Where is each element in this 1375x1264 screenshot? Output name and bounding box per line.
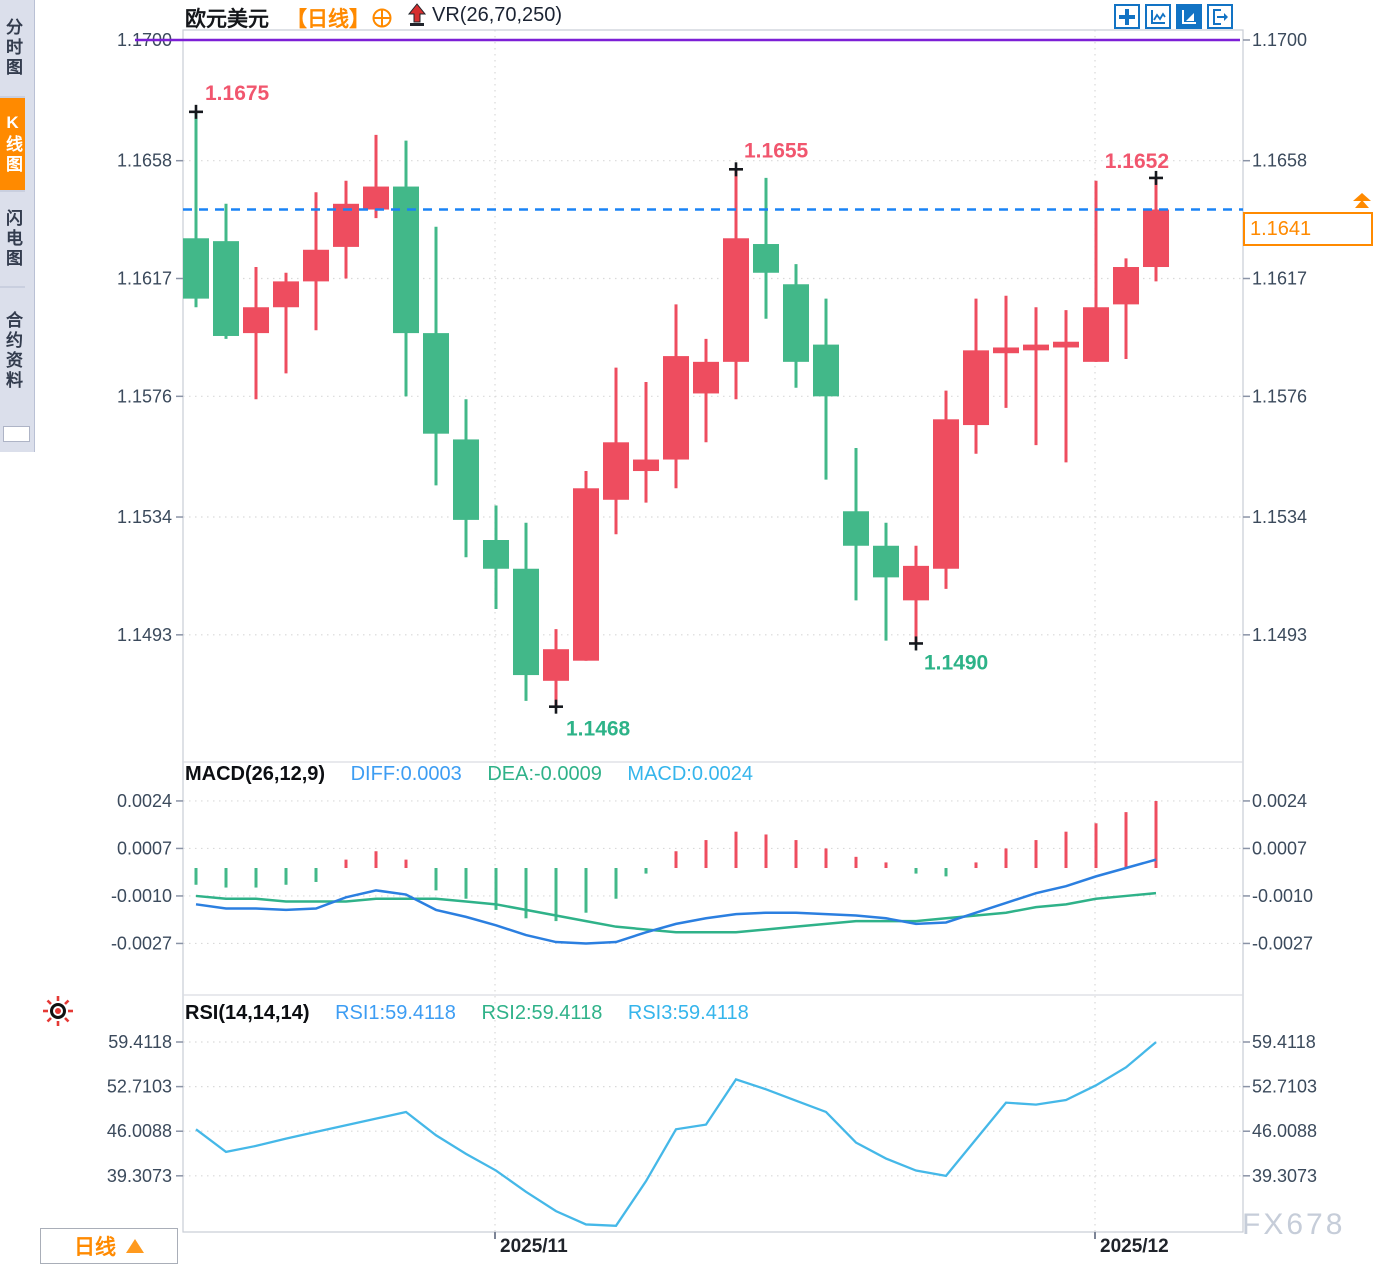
chart-toolbar (1114, 4, 1233, 29)
axis-tick-label-left: 1.1617 (117, 269, 172, 289)
axis-tick-label-left: 46.0088 (107, 1121, 172, 1141)
candles-layer (183, 111, 1169, 707)
up-triangle-icon (126, 1239, 144, 1253)
sidebar-tab-time-chart[interactable]: 分时图 (0, 0, 25, 98)
period-tag: 【日线】 (286, 8, 370, 31)
macd-title: MACD(26,12,9) (185, 763, 326, 785)
watermark: FX678 (1242, 1208, 1346, 1241)
red-up-arrow-icon[interactable] (406, 2, 428, 30)
axis-tick-label-right: 1.1700 (1252, 30, 1307, 50)
macd-layer (194, 800, 1158, 945)
x-axis-date-label: 2025/11 (500, 1236, 568, 1257)
sun-indicator-icon[interactable] (40, 993, 76, 1029)
axis-tick-label-left: 39.3073 (107, 1166, 172, 1186)
axis-tick-label-right: 0.0024 (1252, 791, 1307, 811)
axis-tick-label-right: 1.1576 (1252, 386, 1307, 406)
rsi-header: RSI(14,14,14) RSI1:59.4118 RSI2:59.4118 … (185, 1002, 769, 1025)
axis-scale-icon[interactable] (1145, 4, 1171, 29)
axis-tick-label-left: 0.0007 (117, 838, 172, 858)
price-extreme-label: 1.1490 (924, 651, 988, 674)
rsi3-value: RSI3:59.4118 (627, 1002, 749, 1024)
axis-tick-label-left: -0.0010 (111, 886, 172, 906)
period-selector-button[interactable]: 日线 (40, 1228, 178, 1264)
sidebar: 分时图 K线图 闪电图 合约资料 (0, 0, 35, 452)
axis-tick-label-right: 59.4118 (1252, 1032, 1316, 1052)
circle-plus-icon[interactable] (371, 7, 393, 29)
rsi-layer (195, 1041, 1157, 1227)
auto-scroll-icon[interactable] (1176, 4, 1202, 29)
sidebar-tab-flash-chart[interactable]: 闪电图 (0, 192, 25, 288)
axis-tick-label-right: -0.0027 (1252, 933, 1313, 953)
symbol-title: 欧元美元 (185, 8, 269, 31)
price-extreme-label: 1.1655 (744, 139, 809, 162)
axis-tick-label-left: 1.1658 (117, 151, 172, 171)
axis-tick-label-right: 46.0088 (1252, 1121, 1317, 1141)
axis-tick-label-right: 1.1617 (1252, 269, 1307, 289)
axis-tick-label-right: -0.0010 (1252, 886, 1313, 906)
sidebar-tab-kline-chart[interactable]: K线图 (0, 98, 25, 192)
axis-tick-label-left: 59.4118 (108, 1032, 172, 1052)
frame-layer (176, 29, 1250, 1239)
current-price-badge: 1.1641 (1243, 212, 1373, 246)
pan-crosshair-icon[interactable] (1114, 4, 1140, 29)
collapse-right-icon[interactable] (1207, 4, 1233, 29)
axis-tick-label-left: 1.1576 (117, 386, 172, 406)
rsi-title: RSI(14,14,14) (185, 1002, 310, 1024)
macd-diff-value: DIFF:0.0003 (350, 763, 462, 785)
price-up-arrow-icon (1350, 193, 1374, 211)
vr-indicator-label: VR(26,70,250) (432, 4, 563, 26)
macd-dea-value: DEA:-0.0009 (487, 763, 602, 785)
x-axis-date-label: 2025/12 (1100, 1236, 1169, 1257)
axis-tick-label-right: 1.1534 (1252, 507, 1307, 527)
sidebar-input[interactable] (3, 426, 30, 442)
annotations-layer: 1.1675 1.1655 1.1652 1.1468 1.1490 (189, 82, 1169, 741)
axis-tick-label-left: 1.1493 (117, 625, 172, 645)
rsi2-value: RSI2:59.4118 (481, 1002, 603, 1024)
axis-tick-label-left: 1.1534 (117, 507, 172, 527)
axis-tick-label-right: 1.1658 (1252, 151, 1307, 171)
grid-layer (183, 30, 1243, 1232)
axis-tick-label-right: 1.1493 (1252, 625, 1307, 645)
macd-macd-value: MACD:0.0024 (627, 763, 754, 785)
axis-tick-label-right: 0.0007 (1252, 838, 1307, 858)
price-extreme-label: 1.1468 (566, 718, 631, 741)
price-extreme-label: 1.1652 (1105, 150, 1169, 173)
price-extreme-label: 1.1675 (205, 82, 270, 105)
sidebar-tab-contract-info[interactable]: 合约资料 (3, 311, 22, 391)
macd-header: MACD(26,12,9) DIFF:0.0003 DEA:-0.0009 MA… (185, 763, 773, 786)
axis-tick-label-right: 39.3073 (1252, 1166, 1317, 1186)
axis-tick-label-left: 52.7103 (107, 1077, 172, 1097)
axis-tick-label-left: -0.0027 (111, 933, 172, 953)
level-lines-layer (135, 38, 1243, 211)
axis-tick-label-right: 52.7103 (1252, 1077, 1317, 1097)
axis-tick-label-left: 0.0024 (117, 791, 172, 811)
rsi1-value: RSI1:59.4118 (335, 1002, 456, 1024)
period-selector-label: 日线 (74, 1236, 116, 1259)
